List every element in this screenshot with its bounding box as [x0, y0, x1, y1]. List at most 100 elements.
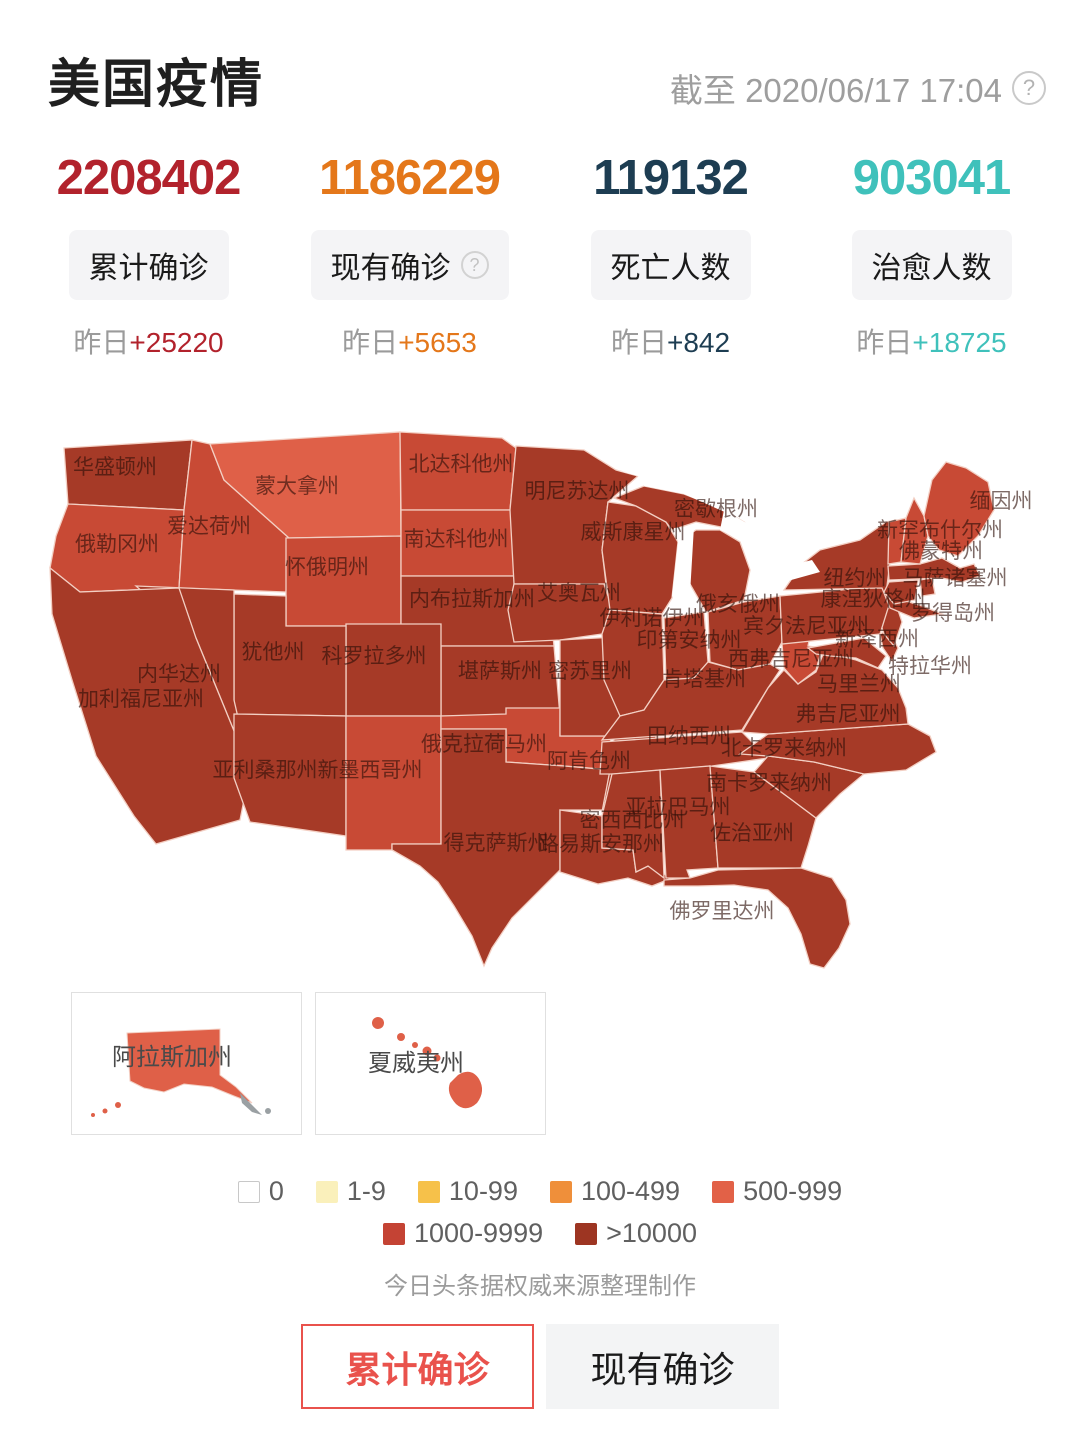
hawaii-inset: 夏威夷州	[315, 992, 546, 1135]
stat-value: 119132	[593, 151, 749, 205]
state-label-FL: 佛罗里达州	[670, 900, 775, 923]
legend-item: >10000	[575, 1218, 697, 1249]
state-AZ[interactable]	[233, 713, 347, 837]
delta-value: +18725	[912, 327, 1007, 358]
state-label-ND: 北达科他州	[409, 453, 514, 476]
stats-row: 2208402 累计确诊 昨日+25220 1186229 现有确诊? 昨日+5…	[18, 150, 1062, 361]
state-label-OR: 俄勒冈州	[75, 533, 159, 556]
state-label-NH: 新罕布什尔州	[877, 519, 1003, 542]
legend-item: 1-9	[315, 1176, 386, 1207]
hawaii-island[interactable]	[433, 1054, 441, 1062]
stat-label: 死亡人数	[610, 252, 731, 285]
aleutian-island	[115, 1102, 121, 1108]
source-credit: 今日头条据权威来源整理制作	[384, 1273, 696, 1300]
state-label-PA: 宾夕法尼亚州	[743, 615, 869, 638]
legend-label: 0	[268, 1176, 284, 1206]
state-CA[interactable]	[49, 566, 251, 845]
data-timestamp: 截至 2020/06/17 17:04 ?	[670, 64, 1046, 112]
legend-label: 1000-9999	[414, 1218, 544, 1248]
hawaii-island[interactable]	[372, 1017, 384, 1029]
stat-label: 累计确诊	[88, 252, 209, 285]
state-TX[interactable]	[391, 728, 611, 968]
stat-total-confirmed: 2208402 累计确诊 昨日+25220	[18, 150, 279, 361]
alaska-map: 阿拉斯加州	[91, 1028, 271, 1117]
help-icon[interactable]: ?	[460, 251, 489, 279]
stat-label-pill: 治愈人数	[851, 230, 1012, 300]
state-label-NJ: 新泽西州	[835, 628, 919, 651]
coast-island	[265, 1108, 271, 1114]
great-lake	[616, 470, 744, 520]
delta-prefix: 昨日	[610, 327, 667, 358]
state-label-MD: 马里兰州	[817, 673, 901, 696]
help-icon[interactable]: ?	[1012, 71, 1046, 105]
state-label-MO: 密苏里州	[548, 660, 632, 683]
alaska-label: 阿拉斯加州	[112, 1044, 232, 1071]
legend-item: 10-99	[417, 1176, 518, 1207]
coast-islands	[240, 1093, 262, 1115]
state-label-CA: 加利福尼亚州	[78, 688, 204, 711]
tab-total-confirmed[interactable]: 累计确诊	[301, 1324, 534, 1409]
state-MA[interactable]	[887, 557, 981, 583]
state-label-OH: 俄亥俄州	[696, 593, 780, 616]
stat-deaths: 119132 死亡人数 昨日+842	[540, 150, 801, 361]
state-MD[interactable]	[806, 637, 887, 669]
aleutian-island	[91, 1113, 95, 1117]
hawaii-island[interactable]	[422, 1046, 432, 1056]
state-label-AL: 亚拉巴马州	[626, 796, 731, 819]
legend-swatch	[712, 1180, 735, 1203]
legend-label: 10-99	[448, 1176, 518, 1206]
legend-label: >10000	[606, 1218, 697, 1248]
stat-label-pill: 死亡人数	[590, 230, 751, 300]
state-label-MT: 蒙大拿州	[255, 474, 339, 498]
state-label-WA: 华盛顿州	[73, 456, 157, 479]
stat-delta: 昨日+5653	[279, 321, 540, 361]
delta-value: +5653	[398, 327, 477, 358]
state-label-KY: 肯塔基州	[662, 668, 746, 691]
state-MS[interactable]	[601, 769, 665, 880]
timestamp-text: 截至 2020/06/17 17:04	[669, 72, 1002, 109]
state-AK[interactable]	[126, 1028, 253, 1104]
legend-item: 1000-9999	[383, 1218, 543, 1249]
stat-cured: 903041 治愈人数 昨日+18725	[801, 150, 1062, 361]
tab-current-confirmed[interactable]: 现有确诊	[546, 1324, 779, 1409]
state-label-GA: 佐治亚州	[710, 822, 794, 845]
state-FL[interactable]	[663, 867, 851, 969]
state-label-AZ: 亚利桑那州	[213, 759, 318, 782]
hawaii-island[interactable]	[397, 1033, 405, 1041]
hawaii-big-island[interactable]	[448, 1071, 483, 1109]
state-label-LA: 路易斯安那州	[538, 833, 664, 856]
hawaii-island[interactable]	[412, 1042, 418, 1048]
bottom-tabs: 累计确诊 现有确诊	[0, 1324, 1080, 1409]
state-label-CO: 科罗拉多州	[322, 645, 427, 668]
stat-label: 现有确诊	[330, 252, 451, 285]
state-ME[interactable]	[923, 461, 995, 557]
state-VA[interactable]	[740, 651, 909, 735]
state-label-AR: 阿肯色州	[547, 750, 631, 773]
aleutian-island	[102, 1108, 108, 1114]
state-IA[interactable]	[507, 583, 613, 643]
state-WY[interactable]	[285, 535, 402, 627]
legend-swatch	[575, 1222, 598, 1245]
legend-row: 1000-9999 >10000	[0, 1218, 1080, 1249]
stat-value: 903041	[852, 151, 1012, 205]
state-label-ME: 缅因州	[970, 490, 1033, 513]
state-CT[interactable]	[883, 579, 919, 605]
state-label-SD: 南达科他州	[404, 528, 509, 551]
state-label-CT: 康涅狄格州	[821, 588, 926, 611]
delta-prefix: 昨日	[342, 327, 399, 358]
legend-label: 1-9	[346, 1176, 386, 1206]
map-legend: 0 1-9 10-99 100-499 500-999 1000-9999 >10000	[0, 1176, 1080, 1260]
state-label-RI: 罗得岛州	[911, 602, 995, 625]
legend-swatch	[383, 1222, 405, 1245]
stat-label-pill: 累计确诊	[68, 230, 229, 300]
state-label-MI: 密歇根州	[674, 498, 758, 521]
state-label-TX: 得克萨斯州	[444, 832, 549, 855]
delta-value: +842	[666, 327, 731, 358]
stat-label-pill: 现有确诊?	[310, 230, 509, 300]
state-CO[interactable]	[345, 623, 442, 717]
delta-prefix: 昨日	[856, 327, 913, 358]
state-label-IN: 印第安纳州	[637, 629, 742, 652]
state-label-UT: 犹他州	[242, 641, 305, 664]
page-title: 美国疫情	[48, 56, 265, 114]
